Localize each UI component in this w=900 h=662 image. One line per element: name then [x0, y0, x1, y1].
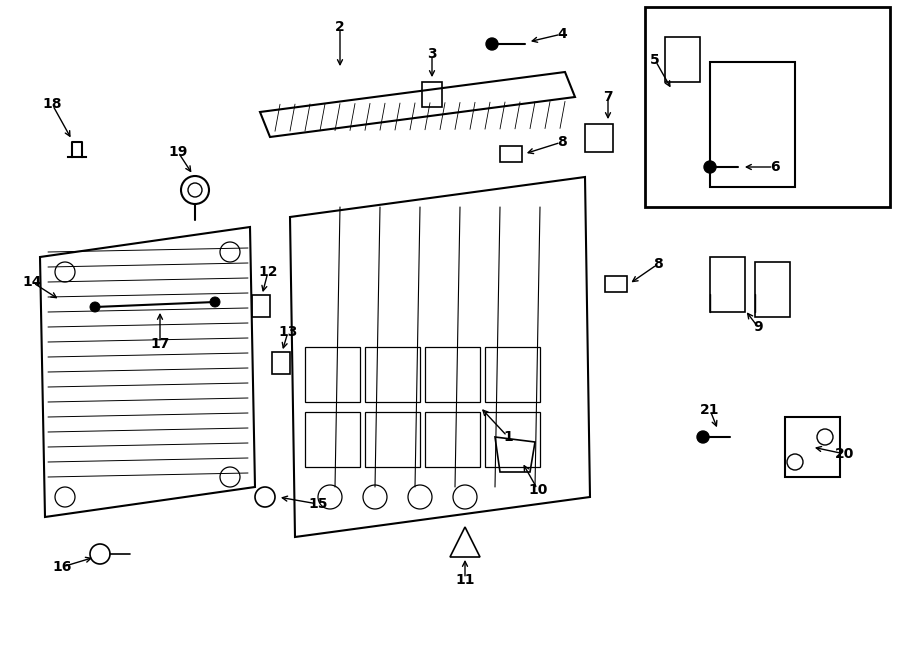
Text: 12: 12 — [258, 265, 278, 279]
Bar — [365, 412, 420, 467]
Text: 7: 7 — [603, 90, 613, 104]
Text: 20: 20 — [835, 447, 855, 461]
Text: 15: 15 — [309, 497, 328, 511]
Bar — [305, 347, 360, 402]
Text: 6: 6 — [770, 160, 779, 174]
Text: 14: 14 — [22, 275, 41, 289]
Bar — [425, 347, 480, 402]
Text: 21: 21 — [700, 403, 720, 417]
Bar — [272, 352, 290, 374]
Bar — [305, 412, 360, 467]
Bar — [252, 295, 270, 317]
Bar — [585, 124, 613, 152]
Text: 10: 10 — [528, 483, 548, 497]
Circle shape — [704, 161, 716, 173]
Bar — [665, 37, 700, 82]
Circle shape — [210, 297, 220, 307]
Text: 1: 1 — [503, 430, 513, 444]
Text: 3: 3 — [428, 47, 436, 61]
Bar — [365, 347, 420, 402]
Bar — [485, 347, 540, 402]
Circle shape — [697, 431, 709, 443]
Text: 19: 19 — [168, 145, 188, 159]
Text: 2: 2 — [335, 20, 345, 34]
Bar — [422, 82, 442, 107]
Bar — [710, 257, 745, 312]
Text: 13: 13 — [278, 325, 298, 339]
Text: 9: 9 — [753, 320, 763, 334]
Text: 8: 8 — [653, 257, 663, 271]
Text: 16: 16 — [52, 560, 72, 574]
Bar — [500, 146, 522, 162]
Text: 11: 11 — [455, 573, 475, 587]
Bar — [645, 7, 890, 207]
Text: 8: 8 — [557, 135, 567, 149]
Text: 4: 4 — [557, 27, 567, 41]
Text: 5: 5 — [650, 53, 660, 67]
Circle shape — [486, 38, 498, 50]
Text: 17: 17 — [150, 337, 170, 351]
Bar — [485, 412, 540, 467]
Circle shape — [90, 302, 100, 312]
Bar — [785, 417, 840, 477]
Bar — [755, 262, 790, 317]
Bar — [425, 412, 480, 467]
Text: 18: 18 — [42, 97, 62, 111]
Bar — [710, 62, 795, 187]
Bar — [605, 276, 627, 292]
